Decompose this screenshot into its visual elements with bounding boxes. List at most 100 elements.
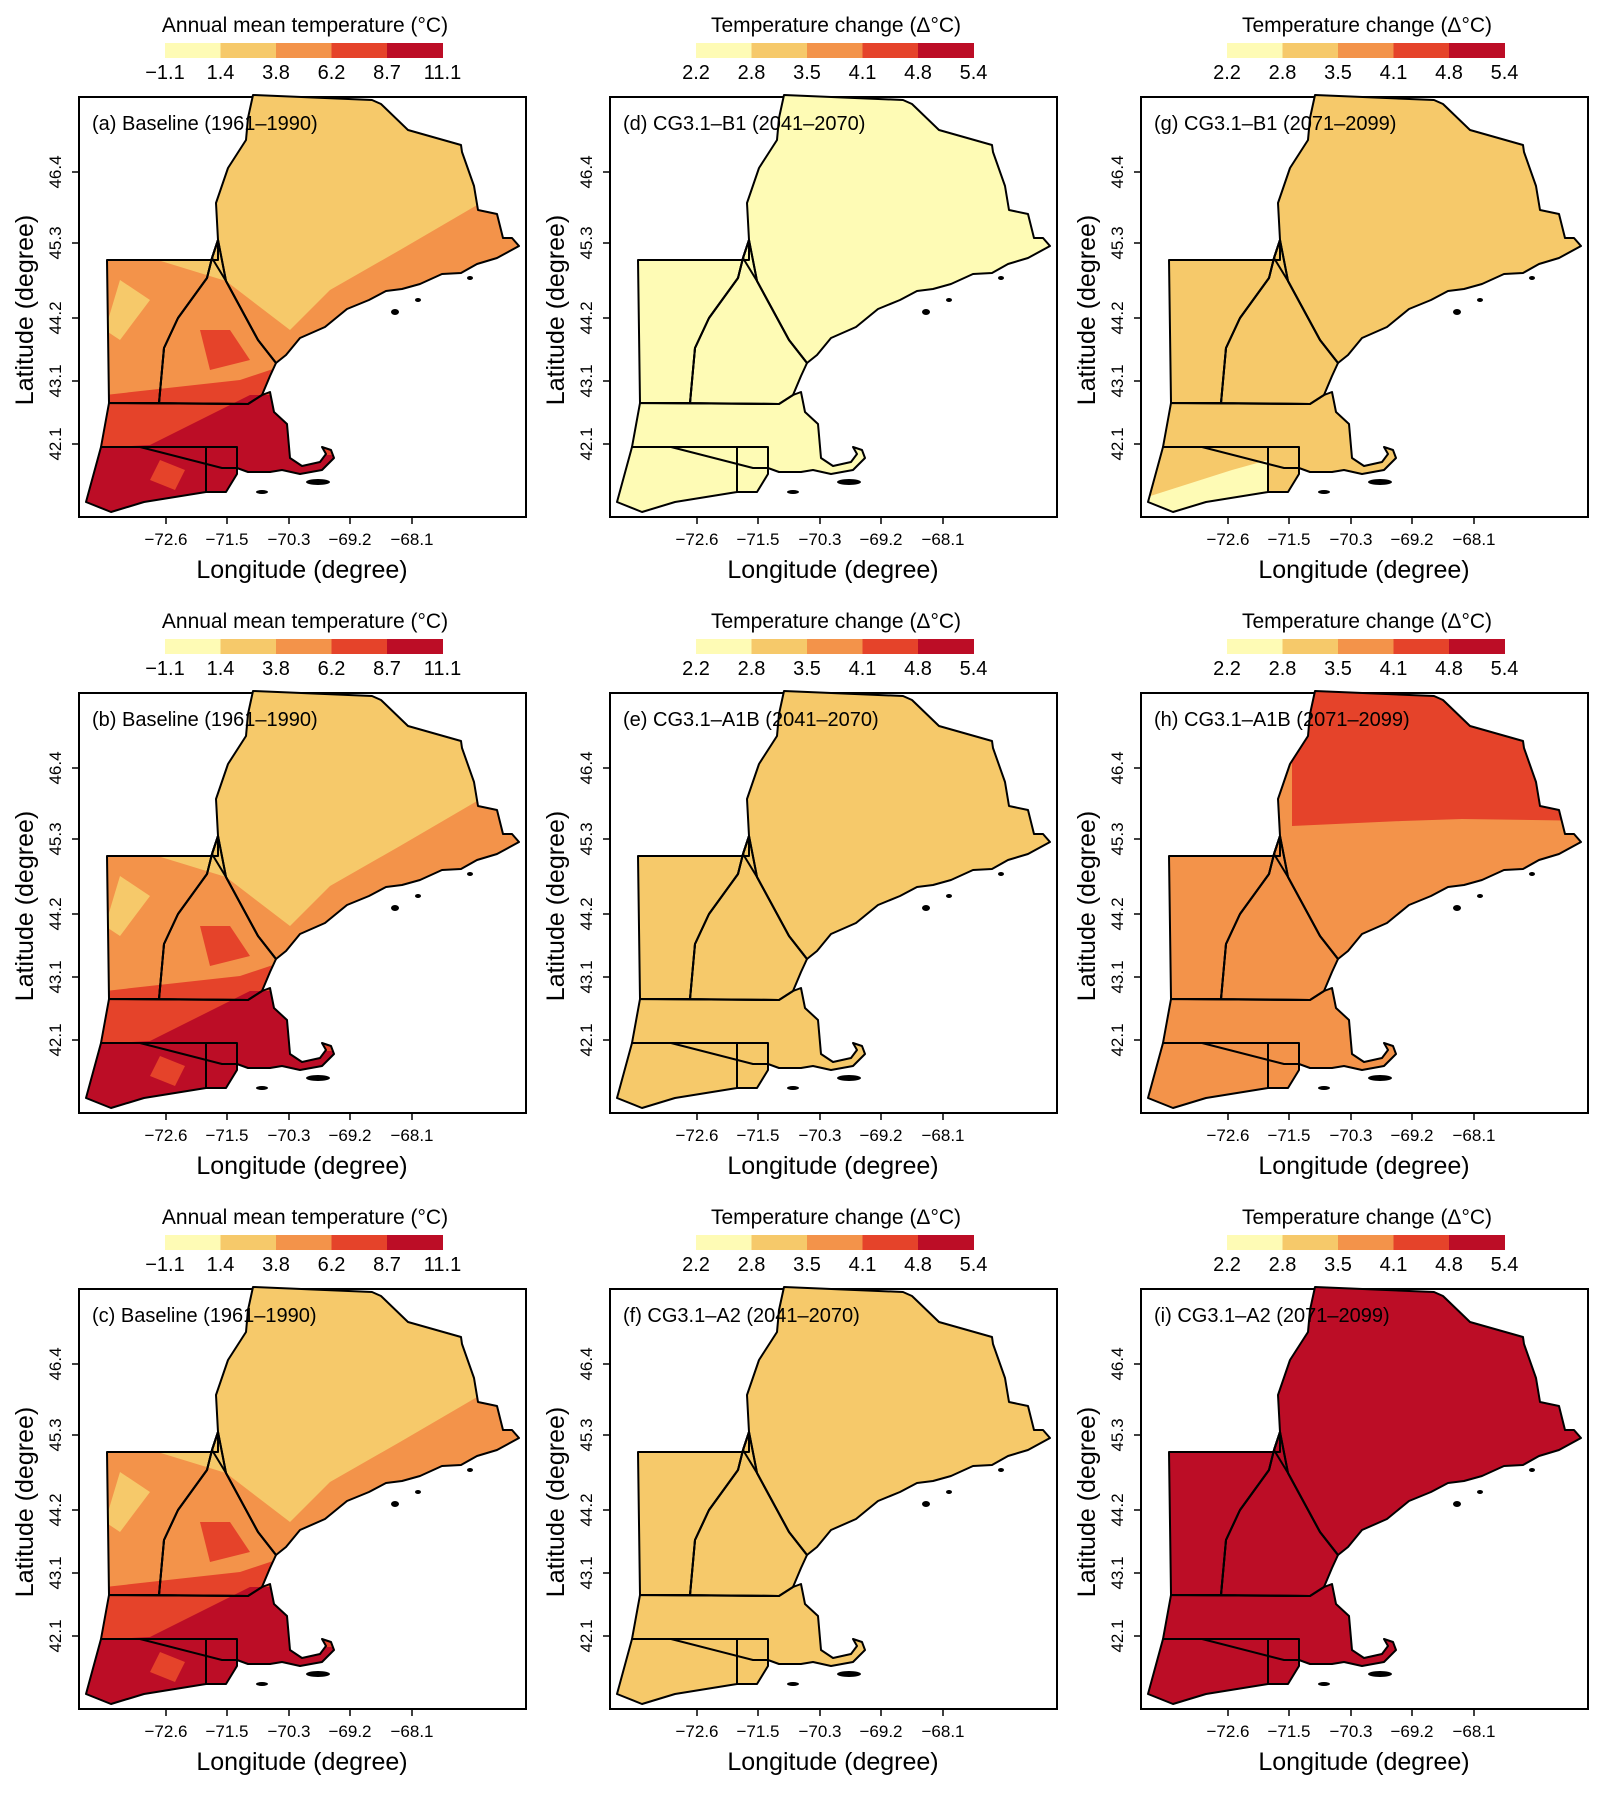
island: [306, 1671, 330, 1677]
island: [787, 1086, 799, 1090]
legend-swatch: [387, 43, 443, 58]
x-tick-label: −69.2: [1390, 1126, 1433, 1145]
x-tick-label: −69.2: [328, 1722, 371, 1741]
island: [256, 490, 268, 494]
y-tick-label: 44.2: [1108, 897, 1127, 930]
island: [415, 298, 421, 302]
legend-tick-label: 4.8: [1435, 658, 1463, 680]
legend-tick-label: 1.4: [207, 62, 235, 84]
legend-swatch: [220, 1235, 277, 1250]
legend-tick-label: 2.8: [738, 62, 766, 84]
island: [306, 1075, 330, 1081]
legend-tick-label: 3.5: [793, 62, 821, 84]
y-tick-label: 46.4: [1108, 1347, 1127, 1380]
state-border: [158, 835, 219, 1000]
x-axis-label: Longitude (degree): [727, 556, 938, 584]
y-tick-label: 46.4: [46, 155, 65, 188]
x-tick-label: −72.6: [144, 530, 187, 549]
x-tick-label: −72.6: [675, 1722, 718, 1741]
legend-tick-label: 3.5: [793, 658, 821, 680]
state-border: [108, 1594, 249, 1597]
legend-swatch: [1338, 639, 1394, 654]
state-border: [689, 1431, 750, 1596]
y-axis-label: Latitude (degree): [11, 1407, 39, 1597]
legend-swatch: [331, 43, 388, 58]
legend-tick-label: 6.2: [318, 62, 346, 84]
legend-tick-label: 4.8: [904, 1254, 932, 1276]
island: [467, 1468, 473, 1472]
legend-swatch: [918, 1235, 974, 1250]
legend-tick-label: 2.8: [1269, 658, 1297, 680]
x-axis-label: Longitude (degree): [196, 556, 407, 584]
state-border: [689, 835, 750, 1000]
y-tick-label: 42.1: [46, 1023, 65, 1056]
map-panel-h: Temperature change (Δ°C) 2.2 2.8 3.5 4.1 4.8 5…: [1073, 610, 1589, 1180]
state-border: [158, 1431, 219, 1596]
map-panel-f: Temperature change (Δ°C) 2.2 2.8 3.5 4.1 4.8 5…: [542, 1206, 1058, 1776]
legend-tick-label: 5.4: [1491, 1254, 1519, 1276]
legend-swatch: [918, 43, 974, 58]
island: [1477, 894, 1483, 898]
state-border: [217, 1431, 277, 1556]
legend-tick-label: 2.2: [682, 62, 710, 84]
legend-swatch: [751, 43, 808, 58]
x-tick-label: −71.5: [205, 530, 248, 549]
y-tick-label: 44.2: [1108, 301, 1127, 334]
x-tick-label: −71.5: [1267, 1126, 1310, 1145]
x-axis-label: Longitude (degree): [727, 1748, 938, 1776]
y-tick-label: 42.1: [577, 427, 596, 460]
x-tick-label: −71.5: [1267, 1722, 1310, 1741]
island: [1368, 1075, 1392, 1081]
legend-title: Annual mean temperature (°C): [162, 14, 448, 37]
x-axis-label: Longitude (degree): [196, 1152, 407, 1180]
y-tick-label: 46.4: [577, 155, 596, 188]
legend-tick-label: 4.8: [1435, 1254, 1463, 1276]
legend-swatch: [1393, 639, 1450, 654]
x-tick-label: −71.5: [1267, 530, 1310, 549]
island: [837, 479, 861, 485]
map-panel-i: Temperature change (Δ°C) 2.2 2.8 3.5 4.1 4.8 5…: [1073, 1206, 1589, 1776]
island: [837, 1671, 861, 1677]
legend-tick-label: 5.4: [1491, 658, 1519, 680]
state-border: [108, 998, 249, 1001]
state-outline: [100, 987, 335, 1071]
island: [391, 309, 399, 315]
legend-swatch: [751, 1235, 808, 1250]
island: [998, 872, 1004, 876]
map-panel-e: Temperature change (Δ°C) 2.2 2.8 3.5 4.1 4.8 5…: [542, 610, 1058, 1180]
legend-swatch: [862, 1235, 919, 1250]
legend-swatch: [165, 1235, 221, 1250]
y-tick-label: 43.1: [1108, 1556, 1127, 1589]
legend-swatch: [918, 639, 974, 654]
y-tick-label: 42.1: [1108, 427, 1127, 460]
map-panel-c: Annual mean temperature (°C) −1.1 1.4 3.8 6.…: [11, 1206, 527, 1776]
legend-swatch: [1449, 1235, 1505, 1250]
state-border: [1279, 1431, 1339, 1556]
x-tick-label: −68.1: [1452, 1722, 1495, 1741]
legend-swatch: [220, 639, 277, 654]
legend-swatch: [276, 1235, 332, 1250]
y-tick-label: 46.4: [1108, 155, 1127, 188]
y-tick-label: 42.1: [577, 1023, 596, 1056]
legend-tick-label: 5.4: [960, 658, 988, 680]
y-axis-label: Latitude (degree): [11, 811, 39, 1001]
legend-tick-label: 4.1: [849, 62, 877, 84]
x-tick-label: −70.3: [267, 530, 310, 549]
island: [922, 1501, 930, 1507]
legend-tick-label: 2.2: [682, 1254, 710, 1276]
legend-tick-label: 2.2: [682, 658, 710, 680]
legend-swatch: [1282, 1235, 1339, 1250]
panel-label: (c) Baseline (1961–1990): [92, 1305, 317, 1327]
y-tick-label: 44.2: [577, 897, 596, 930]
island: [1453, 1501, 1461, 1507]
legend-title: Temperature change (Δ°C): [1242, 610, 1492, 633]
legend-swatch: [1282, 639, 1339, 654]
state-outline: [100, 391, 335, 475]
y-tick-label: 44.2: [46, 301, 65, 334]
legend-tick-label: 8.7: [373, 62, 401, 84]
x-tick-label: −70.3: [1329, 1722, 1372, 1741]
legend-tick-label: 6.2: [318, 658, 346, 680]
x-tick-label: −70.3: [798, 530, 841, 549]
y-tick-label: 45.3: [577, 1418, 596, 1451]
